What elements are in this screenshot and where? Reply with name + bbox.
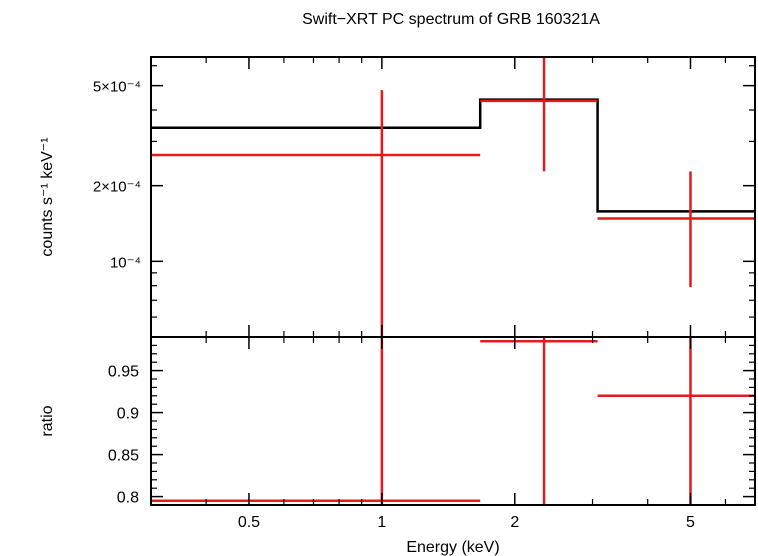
bottom-panel-frame [150,336,756,506]
y-axis-label-bottom: ratio [39,405,56,436]
ratio-point-3 [597,337,755,505]
data-points [151,57,755,337]
x-tick-label: 1 [377,514,386,531]
ratio-point-1 [151,337,481,505]
spectrum-panel: 10⁻⁴ 2×10⁻⁴ 5×10⁻⁴ counts s⁻¹ keV⁻¹ [39,56,756,338]
y-tick-label: 5×10⁻⁴ [93,79,141,96]
y-axis-label-top: counts s⁻¹ keV⁻¹ [39,137,56,256]
y-tick-label: 10⁻⁴ [110,254,141,271]
y-tick-label: 0.9 [117,406,139,423]
ratio-panel: 0.5 1 2 5 0.8 0.85 0.9 0.95 ratio Energy (keV) [39,336,756,556]
y-tick-label: 0.8 [117,490,139,507]
ratio-points [151,337,755,505]
x-tick-label: 2 [510,514,519,531]
y-tick-label: 0.85 [108,448,139,465]
y-tick-label: 2×10⁻⁴ [93,179,141,196]
x-tick-label: 0.5 [238,514,260,531]
top-panel-frame [150,56,756,338]
data-point-2 [480,57,598,172]
ratio-point-2 [480,337,598,505]
chart-title: Swift−XRT PC spectrum of GRB 160321A [302,11,600,28]
x-axis-label: Energy (keV) [406,539,499,556]
data-point-3 [597,171,755,288]
y-tick-label: 0.95 [108,364,139,381]
x-tick-label: 5 [686,514,695,531]
data-point-1 [151,90,481,337]
